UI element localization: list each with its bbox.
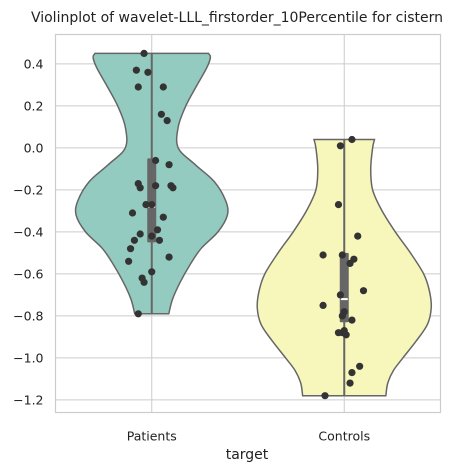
x-tick-labels: Patients Controls <box>127 429 370 444</box>
x-axis-label: target <box>226 447 269 463</box>
data-point <box>165 253 173 261</box>
y-tick-label: −0.6 <box>13 266 43 281</box>
data-point <box>319 251 327 259</box>
chart-title: Violinplot of wavelet-LLL_firstorder_10P… <box>31 10 443 26</box>
data-point <box>159 83 167 91</box>
data-point <box>136 230 144 238</box>
y-tick-label: −0.2 <box>13 182 43 197</box>
data-point <box>134 310 142 318</box>
data-point <box>128 209 137 217</box>
strip-points <box>125 49 368 400</box>
data-point <box>136 184 144 192</box>
data-point <box>125 257 133 265</box>
inner-boxes <box>147 53 349 396</box>
data-point <box>336 142 344 150</box>
data-point <box>165 161 173 169</box>
y-tick-labels: 0.4 0.2 0.0 −0.2 −0.4 −0.6 −0.8 −1.0 −1.2 <box>13 56 43 407</box>
data-point <box>319 301 327 309</box>
data-point <box>338 312 346 320</box>
iqr-box-patients <box>147 158 157 243</box>
data-point <box>130 236 139 244</box>
data-point <box>354 232 362 240</box>
y-tick-label: 0.0 <box>24 140 44 155</box>
y-tick-label: −0.4 <box>13 224 43 239</box>
data-point <box>153 226 162 234</box>
x-tick-label-controls: Controls <box>318 429 370 444</box>
data-point <box>148 268 156 276</box>
data-point <box>338 251 346 259</box>
data-point <box>152 182 160 190</box>
data-point <box>336 291 344 299</box>
data-point <box>346 259 354 267</box>
data-point <box>148 232 156 240</box>
plot-frame <box>54 33 442 414</box>
data-point <box>152 156 160 165</box>
data-point <box>342 331 350 339</box>
data-point <box>157 110 165 118</box>
data-point <box>126 245 135 253</box>
data-point <box>132 66 140 74</box>
data-point <box>348 135 356 144</box>
violins <box>74 52 433 397</box>
data-point <box>144 68 152 76</box>
y-tick-label: −1.0 <box>13 350 43 365</box>
y-tick-label: 0.2 <box>24 98 44 113</box>
data-point <box>359 287 368 295</box>
y-tick-label: −1.2 <box>13 392 43 407</box>
data-point <box>346 379 354 387</box>
data-point <box>348 316 356 324</box>
y-tick-label: 0.4 <box>24 56 44 71</box>
x-tick-label-patients: Patients <box>127 429 177 444</box>
data-point <box>169 184 177 192</box>
iqr-box-controls <box>339 252 349 323</box>
data-point <box>155 236 164 244</box>
data-point <box>334 201 343 209</box>
data-point <box>140 278 148 286</box>
data-point <box>148 201 156 209</box>
data-point <box>140 49 148 58</box>
data-point <box>142 201 150 209</box>
median-mark-controls <box>340 298 348 301</box>
data-point <box>321 392 329 400</box>
data-point <box>356 362 364 370</box>
y-tick-label: −0.8 <box>13 308 43 323</box>
data-point <box>134 83 142 91</box>
data-point <box>348 369 356 377</box>
data-point <box>159 213 167 221</box>
data-point <box>163 117 171 125</box>
